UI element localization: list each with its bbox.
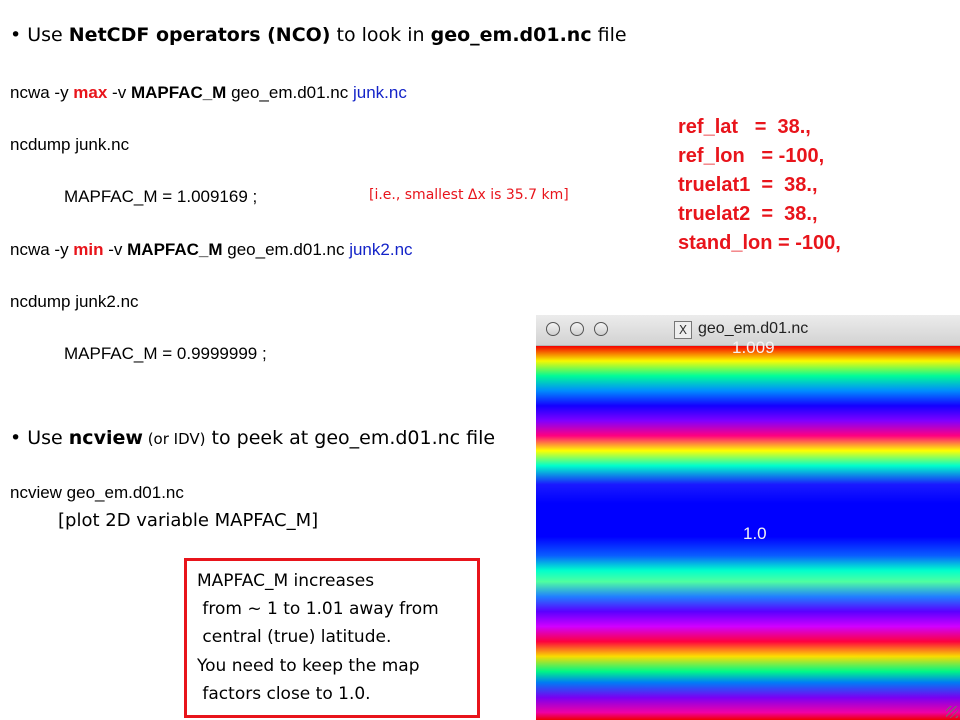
ncdump-junk-command: ncdump junk.nc xyxy=(10,135,130,154)
var-name: MAPFAC_M xyxy=(130,83,227,102)
cmd-part: -v xyxy=(103,240,128,259)
output-file: junk2.nc xyxy=(349,240,413,259)
callout-line: You need to keep the map xyxy=(197,656,420,676)
bullet-prefix: • Use xyxy=(10,427,69,449)
minimize-button[interactable] xyxy=(570,322,584,336)
window-title: geo_em.d01.nc xyxy=(698,320,809,337)
nco-bold: NetCDF operators (NCO) xyxy=(68,24,331,46)
op-max: max xyxy=(73,83,108,102)
maximize-button[interactable] xyxy=(594,322,608,336)
param-ref-lat: ref_lat = 38., xyxy=(678,116,811,138)
close-button[interactable] xyxy=(546,322,560,336)
ncview-bullet: • Use ncview (or IDV) to peek at geo_em.… xyxy=(10,427,495,449)
cmd-part: ncwa -y xyxy=(10,83,74,102)
bullet-mid: to look in xyxy=(330,24,431,46)
ncview-command: ncview geo_em.d01.nc xyxy=(10,483,184,502)
op-min: min xyxy=(73,240,104,259)
ncdump-junk2-command: ncdump junk2.nc xyxy=(10,292,139,311)
max-result: MAPFAC_M = 1.009169 ; xyxy=(64,187,258,206)
x11-icon: X xyxy=(674,321,692,339)
cmd-part: geo_em.d01.nc xyxy=(226,83,353,102)
ncview-window[interactable]: X geo_em.d01.nc 1.009 1.0 xyxy=(536,315,960,720)
mapfac-callout: MAPFAC_M increases from ~ 1 to 1.01 away… xyxy=(184,558,480,718)
callout-line: from ~ 1 to 1.01 away from xyxy=(197,599,439,619)
param-stand-lon: stand_lon = -100, xyxy=(678,232,841,254)
output-file: junk.nc xyxy=(353,83,407,102)
callout-line: central (true) latitude. xyxy=(197,627,392,647)
resize-grip-icon[interactable] xyxy=(946,706,958,718)
plot-label-center: 1.0 xyxy=(743,524,767,543)
callout-line: factors close to 1.0. xyxy=(197,684,371,704)
mapfac-plot[interactable]: 1.009 1.0 xyxy=(536,338,960,720)
param-ref-lon: ref_lon = -100, xyxy=(678,145,825,167)
param-truelat1: truelat1 = 38., xyxy=(678,174,818,196)
nco-bullet: • Use NetCDF operators (NCO) to look in … xyxy=(10,24,627,46)
namelist-params: ref_lat = 38., ref_lon = -100, truelat1 … xyxy=(678,113,841,258)
plot-label-max: 1.009 xyxy=(732,338,775,357)
bullet-prefix: • Use xyxy=(10,24,69,46)
plot-instruction: [plot 2D variable MAPFAC_M] xyxy=(58,510,319,531)
cmd-part: -v xyxy=(107,83,131,102)
dx-note: [i.e., smallest Δx is 35.7 km] xyxy=(369,187,569,203)
bullet-suffix: to peek at geo_em.d01.nc file xyxy=(205,427,496,449)
cmd-part: ncwa -y xyxy=(10,240,74,259)
param-truelat2: truelat2 = 38., xyxy=(678,203,818,225)
var-name: MAPFAC_M xyxy=(127,240,223,259)
paren-idv: (or IDV) xyxy=(142,430,206,448)
cmd-part: geo_em.d01.nc xyxy=(222,240,350,259)
bullet-suffix: file xyxy=(591,24,627,46)
callout-line: MAPFAC_M increases xyxy=(197,571,375,591)
ncwa-min-command: ncwa -y min -v MAPFAC_M geo_em.d01.nc ju… xyxy=(10,240,413,260)
window-titlebar[interactable]: X geo_em.d01.nc xyxy=(536,315,960,346)
ncwa-max-command: ncwa -y max -v MAPFAC_M geo_em.d01.nc ju… xyxy=(10,83,407,103)
ncview-bold: ncview xyxy=(68,427,143,449)
bullet-file: geo_em.d01.nc xyxy=(430,24,592,46)
min-result: MAPFAC_M = 0.9999999 ; xyxy=(64,344,267,363)
